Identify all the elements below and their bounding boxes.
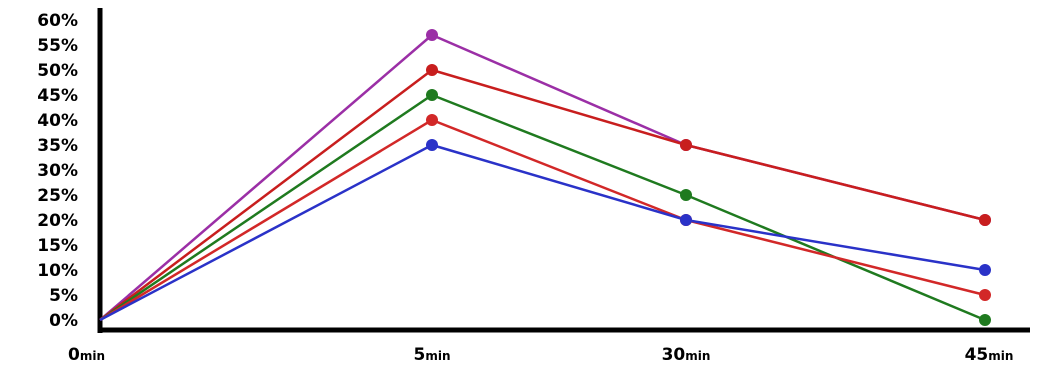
x-axis-ticks: 0min 5min 30min 45min xyxy=(68,345,1013,365)
data-point xyxy=(426,64,438,76)
x-tick-label: 0min xyxy=(68,345,105,365)
y-tick-label: 30% xyxy=(37,161,78,181)
data-point xyxy=(680,214,692,226)
x-tick-label: 30min xyxy=(662,345,711,365)
x-tick-label: 5min xyxy=(413,345,450,365)
data-point xyxy=(979,264,991,276)
y-tick-label: 25% xyxy=(37,186,78,206)
data-point xyxy=(426,114,438,126)
data-point xyxy=(426,139,438,151)
data-point xyxy=(979,314,991,326)
y-tick-label: 50% xyxy=(37,61,78,81)
y-tick-label: 15% xyxy=(37,236,78,256)
data-point xyxy=(979,289,991,301)
data-point xyxy=(979,214,991,226)
y-tick-label: 60% xyxy=(37,11,78,31)
y-tick-label: 55% xyxy=(37,36,78,56)
y-tick-label: 10% xyxy=(37,261,78,281)
series-line xyxy=(99,143,986,322)
series-line xyxy=(99,68,986,321)
y-tick-label: 20% xyxy=(37,211,78,231)
data-point xyxy=(426,89,438,101)
axes xyxy=(97,8,1030,333)
y-tick-label: 35% xyxy=(37,136,78,156)
series-points xyxy=(426,29,991,326)
x-tick-label: 45min xyxy=(965,345,1014,365)
data-point xyxy=(680,139,692,151)
y-axis-ticks: 0% 5% 10% 15% 20% 25% 30% 35% 40% 45% 50% 55% 60% xyxy=(37,11,78,331)
y-tick-label: 0% xyxy=(49,311,78,331)
data-point xyxy=(680,189,692,201)
series-lines xyxy=(99,33,986,322)
y-tick-label: 45% xyxy=(37,86,78,106)
y-tick-label: 5% xyxy=(49,286,78,306)
data-point xyxy=(426,29,438,41)
y-tick-label: 40% xyxy=(37,111,78,131)
series-line xyxy=(99,118,986,322)
